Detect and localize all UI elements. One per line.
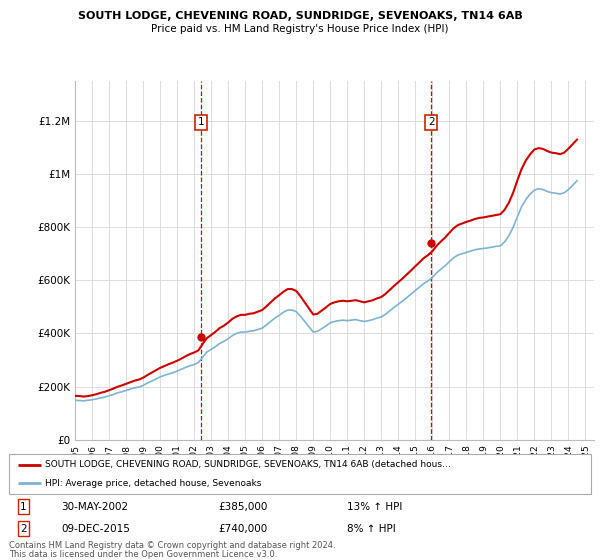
Text: 13% ↑ HPI: 13% ↑ HPI bbox=[347, 502, 402, 512]
Text: This data is licensed under the Open Government Licence v3.0.: This data is licensed under the Open Gov… bbox=[9, 550, 277, 559]
Text: £385,000: £385,000 bbox=[218, 502, 268, 512]
Text: HPI: Average price, detached house, Sevenoaks: HPI: Average price, detached house, Seve… bbox=[45, 479, 262, 488]
Text: Price paid vs. HM Land Registry's House Price Index (HPI): Price paid vs. HM Land Registry's House … bbox=[151, 24, 449, 34]
Text: 30-MAY-2002: 30-MAY-2002 bbox=[61, 502, 128, 512]
Text: SOUTH LODGE, CHEVENING ROAD, SUNDRIDGE, SEVENOAKS, TN14 6AB: SOUTH LODGE, CHEVENING ROAD, SUNDRIDGE, … bbox=[77, 11, 523, 21]
Text: 09-DEC-2015: 09-DEC-2015 bbox=[61, 524, 130, 534]
Text: SOUTH LODGE, CHEVENING ROAD, SUNDRIDGE, SEVENOAKS, TN14 6AB (detached hous…: SOUTH LODGE, CHEVENING ROAD, SUNDRIDGE, … bbox=[45, 460, 451, 469]
Text: 2: 2 bbox=[428, 118, 434, 128]
Text: 1: 1 bbox=[20, 502, 27, 512]
Text: £740,000: £740,000 bbox=[218, 524, 268, 534]
Text: 8% ↑ HPI: 8% ↑ HPI bbox=[347, 524, 395, 534]
Text: 1: 1 bbox=[198, 118, 205, 128]
Text: 2: 2 bbox=[20, 524, 27, 534]
Text: Contains HM Land Registry data © Crown copyright and database right 2024.: Contains HM Land Registry data © Crown c… bbox=[9, 541, 335, 550]
